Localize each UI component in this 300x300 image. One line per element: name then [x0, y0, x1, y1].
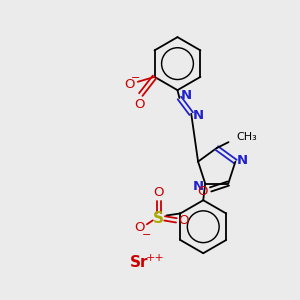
Text: −: − [131, 73, 141, 83]
Text: Sr: Sr [130, 255, 148, 270]
Text: N: N [193, 180, 204, 193]
Text: −: − [142, 230, 152, 240]
Text: O: O [134, 221, 144, 234]
Text: O: O [153, 186, 164, 200]
Text: O: O [197, 185, 208, 198]
Text: O: O [178, 214, 188, 227]
Text: N: N [193, 109, 204, 122]
Text: N: N [181, 88, 192, 101]
Text: O: O [135, 98, 145, 111]
Text: O: O [124, 78, 134, 91]
Text: ++: ++ [146, 253, 164, 262]
Text: S: S [153, 211, 164, 226]
Text: CH₃: CH₃ [236, 132, 257, 142]
Text: N: N [237, 154, 248, 167]
